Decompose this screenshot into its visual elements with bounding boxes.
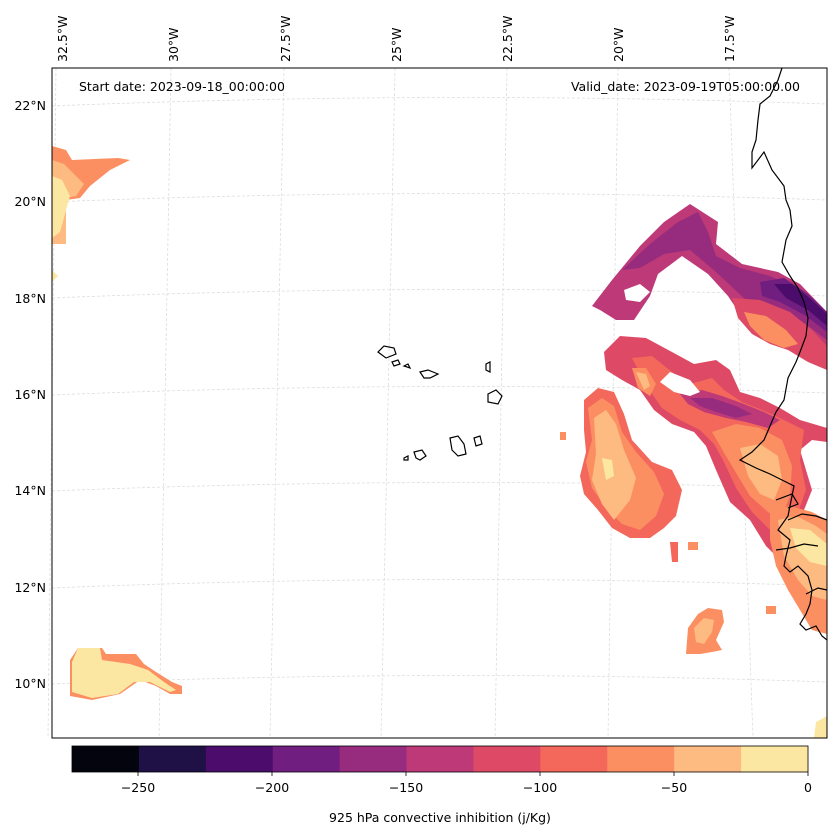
lat-label: 12°N <box>14 580 46 595</box>
colorbar <box>72 746 809 772</box>
colorbar-swatch <box>607 746 675 772</box>
lat-label: 14°N <box>14 483 46 498</box>
cin-ne-band-dark <box>760 278 827 332</box>
cin-contours <box>52 146 827 738</box>
colorbar-frame <box>71 745 809 773</box>
cin-far-se <box>814 716 827 738</box>
africa-coast-detail-2 <box>787 513 828 521</box>
colorbar-swatch <box>138 746 207 772</box>
cin-east-hole <box>660 372 700 396</box>
meridian-30w <box>158 67 172 739</box>
island-sao-vicente <box>391 359 401 367</box>
meridian-27-5w <box>269 67 285 739</box>
lon-label: 17.5°W <box>722 16 737 62</box>
parallel-22n <box>51 97 828 107</box>
island-boa-vista <box>487 389 503 405</box>
start-date-label: Start date: 2023-09-18_00:00:00 <box>79 79 285 94</box>
cin-south-inner <box>694 618 714 644</box>
colorbar-label: 925 hPa convective inhibition (j/Kg) <box>329 810 551 825</box>
parallel-18n <box>51 289 828 299</box>
meridian-25w <box>380 67 396 739</box>
lon-label: 32.5°W <box>55 16 70 62</box>
cin-ne-band-darkest <box>774 284 827 326</box>
lon-label: 20°W <box>611 27 626 62</box>
africa-coastline <box>738 67 828 641</box>
cin-se-small <box>766 606 776 614</box>
island-santo-antao <box>377 345 397 359</box>
lon-label: 27.5°W <box>278 16 293 62</box>
africa-coast-detail-3 <box>775 543 819 551</box>
cin-east-pocket-inner <box>636 372 650 390</box>
colorbar-tick-label: −100 <box>523 780 557 795</box>
cin-small-fleck-3 <box>688 542 698 550</box>
colorbar-swatch <box>72 746 140 772</box>
colorbar-tick-label: −200 <box>255 780 289 795</box>
longitude-labels: 32.5°W 30°W 27.5°W 25°W 22.5°W 20°W 17.5… <box>55 16 737 62</box>
africa-coast-detail-4 <box>805 587 828 595</box>
colorbar-swatch <box>205 746 274 772</box>
lat-label: 16°N <box>14 387 46 402</box>
valid-date-label: Valid_date: 2023-09-19T05:00:00.00 <box>571 79 800 94</box>
cin-east-lighter <box>740 444 782 500</box>
island-santa-luzia <box>402 363 412 370</box>
parallel-20n <box>51 193 828 203</box>
cin-region-nw-inner <box>52 176 70 238</box>
lon-label: 30°W <box>166 27 181 62</box>
colorbar-ticks <box>137 772 809 776</box>
colorbar-swatch <box>741 746 809 772</box>
island-sao-nicolau <box>419 369 440 379</box>
colorbar-swatch <box>339 746 408 772</box>
cin-ne-hole <box>624 284 650 302</box>
cin-region-nw-outer <box>52 146 130 244</box>
lat-label: 20°N <box>14 194 46 209</box>
colorbar-swatch <box>272 746 341 772</box>
colorbar-swatch <box>674 746 742 772</box>
lat-label: 10°N <box>14 676 46 691</box>
island-brava <box>403 455 409 461</box>
colorbar-tick-label: 0 <box>804 780 812 795</box>
island-maio <box>473 435 483 447</box>
cin-small-fleck-1 <box>560 432 566 440</box>
coastline <box>377 67 828 641</box>
cin-east-purple-ribbon <box>690 398 752 418</box>
parallel-16n <box>51 386 828 396</box>
cin-lobe-sw-core <box>602 458 614 480</box>
africa-coast-detail-1 <box>775 493 799 509</box>
lon-label: 22.5°W <box>500 16 515 62</box>
colorbar-swatch <box>406 746 474 772</box>
colorbar-tick-label: −50 <box>661 780 687 795</box>
cin-small-fleck-2 <box>670 542 678 562</box>
cin-lobe-sw-inner <box>592 410 636 520</box>
cin-region-sw-inner <box>72 648 176 698</box>
lon-label: 25°W <box>389 27 404 62</box>
colorbar-tick-label: −150 <box>389 780 423 795</box>
colorbar-swatch <box>473 746 541 772</box>
cin-sliver-w <box>52 270 58 282</box>
lat-label: 22°N <box>14 98 46 113</box>
meridian-22-5w <box>494 67 508 739</box>
parallel-14n <box>51 482 828 492</box>
colorbar-swatch <box>540 746 608 772</box>
parallel-12n <box>51 579 828 589</box>
island-sal <box>485 361 491 373</box>
map-frame <box>51 67 828 739</box>
island-santiago <box>449 435 467 457</box>
latitude-labels: 22°N 20°N 18°N 16°N 14°N 12°N 10°N <box>14 98 46 691</box>
cin-ne-south-lobe-inner <box>744 312 798 348</box>
island-fogo <box>413 449 427 461</box>
colorbar-tick-labels: −250 −200 −150 −100 −50 0 <box>121 780 812 795</box>
cin-se-inner <box>790 528 827 566</box>
colorbar-tick-label: −250 <box>121 780 155 795</box>
lat-label: 18°N <box>14 291 46 306</box>
